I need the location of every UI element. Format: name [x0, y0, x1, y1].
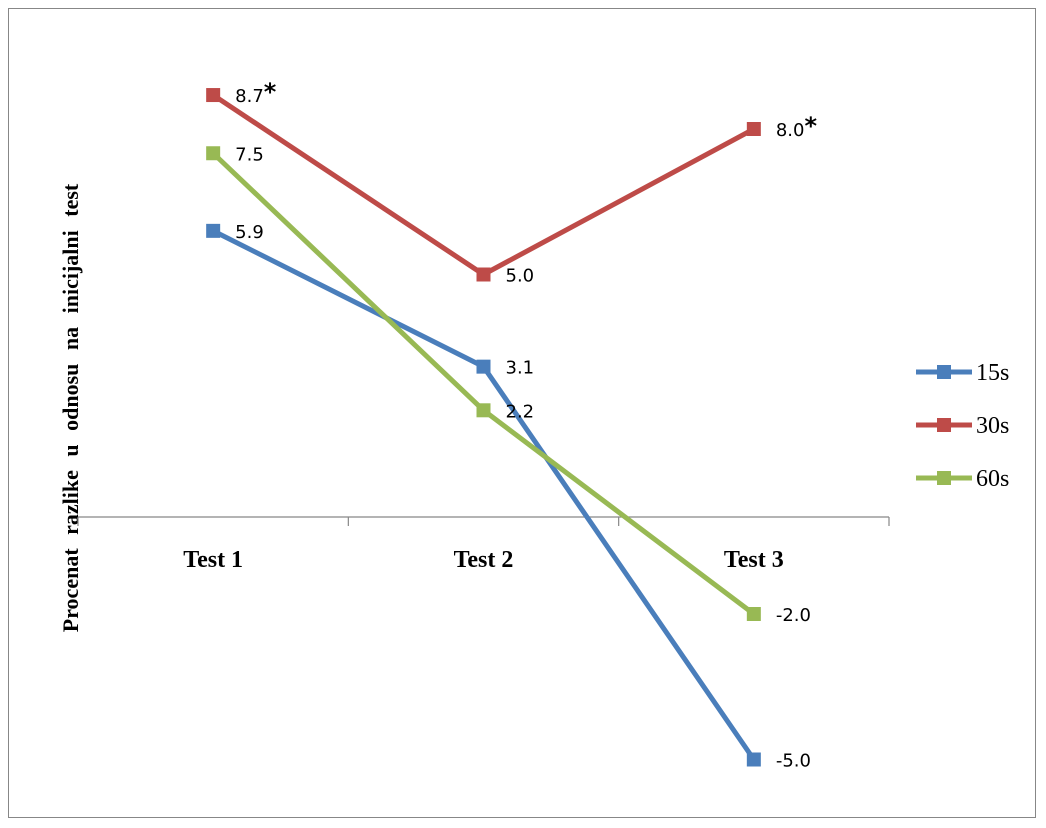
data-label: 5.0: [506, 266, 535, 287]
data-point-marker: [206, 223, 221, 238]
data-point-marker: [746, 752, 761, 767]
series-line: [210, 150, 757, 617]
data-point-marker: [746, 122, 761, 136]
chart-frame: [8, 8, 1036, 818]
legend-marker-swatch: [937, 418, 951, 432]
series-60s: [206, 146, 761, 621]
legend-item-30s: 30s: [916, 413, 1009, 439]
data-label: 7.5: [235, 144, 264, 165]
legend: 15s 30s 60s: [916, 360, 1009, 492]
data-label: -5.0: [776, 751, 811, 772]
data-point-marker: [206, 146, 221, 161]
series-line: [210, 92, 757, 277]
significance-star: *: [804, 112, 817, 140]
legend-item-60s: 60s: [916, 466, 1009, 492]
data-label: 5.9: [235, 222, 264, 243]
series-layer: [206, 88, 761, 767]
data-point-marker: [476, 267, 491, 282]
data-label-layer: 5.9 3.1 -5.0 8.7* 5.0 8.0* 7.5 2.2 -2.0: [235, 78, 817, 771]
x-tick-label: Test 3: [724, 547, 784, 573]
data-label: -2.0: [776, 605, 811, 626]
data-point-marker: [476, 403, 491, 418]
data-point-marker: [206, 88, 221, 103]
data-label: 2.2: [506, 401, 535, 422]
y-axis-label: Procenat razlike u odnosu na inicijalni …: [58, 183, 83, 632]
data-label: 8.7*: [235, 78, 277, 107]
legend-label: 30s: [976, 413, 1009, 439]
series-30s: [206, 88, 761, 282]
data-label: 8.0*: [776, 112, 818, 141]
x-tick-label: Test 2: [454, 547, 514, 573]
legend-marker-swatch: [937, 471, 951, 485]
axis-layer: Test 1 Test 2 Test 3: [77, 516, 890, 573]
legend-marker-swatch: [937, 365, 951, 379]
legend-item-15s: 15s: [916, 360, 1009, 386]
significance-star: *: [264, 78, 277, 106]
legend-label: 15s: [976, 360, 1009, 386]
data-point-marker: [746, 607, 761, 621]
x-tick-label: Test 1: [183, 547, 243, 573]
series-15s: [206, 223, 761, 767]
legend-label: 60s: [976, 466, 1009, 492]
data-label: 3.1: [506, 358, 535, 379]
series-line: [210, 228, 757, 762]
data-point-marker: [476, 359, 491, 374]
